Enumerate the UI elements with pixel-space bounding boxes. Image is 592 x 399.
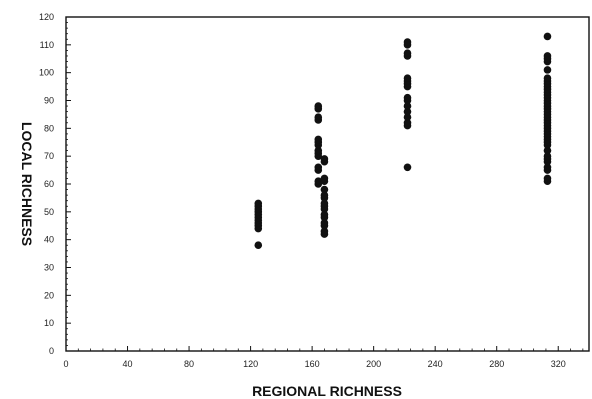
x-tick-label: 320 [551,359,566,369]
data-point [314,146,323,155]
data-point [543,74,552,83]
data-point [403,38,412,46]
data-point [320,191,329,199]
data-point [403,118,412,127]
y-tick-label: 50 [44,207,54,217]
data-point [403,93,412,102]
y-tick-label: 90 [44,96,54,106]
x-tick-label: 240 [428,359,443,369]
y-tick-label: 40 [44,235,54,245]
y-tick-label: 70 [44,151,54,161]
y-tick-label: 10 [44,318,54,328]
data-point [543,152,552,160]
y-tick-label: 20 [44,290,54,300]
y-tick-label: 120 [39,12,54,22]
data-point [320,227,329,236]
x-axis: 0 40 80 120 160 200 240 280 320 [63,346,584,369]
data-point [543,52,552,60]
x-tick-label: 160 [305,359,320,369]
data-point [543,174,552,183]
y-tick-label: 80 [44,123,54,133]
y-tick-label: 100 [39,68,54,78]
data-points [254,32,552,250]
x-tick-label: 40 [123,359,133,369]
y-axis-title: LOCAL RICHNESS [19,122,35,246]
data-point [543,163,552,172]
y-tick-label: 30 [44,263,54,273]
data-point [543,66,552,74]
data-point [314,113,323,121]
data-point [254,199,263,208]
x-axis-title: REGIONAL RICHNESS [252,383,402,399]
data-point [254,241,263,250]
data-point [320,174,329,183]
data-point [543,146,552,155]
y-tick-label: 60 [44,179,54,189]
data-point [543,32,552,41]
data-point [314,177,323,186]
data-point [314,163,323,172]
data-point [403,113,412,121]
data-point [403,102,412,110]
data-point [403,163,412,172]
data-point [314,135,323,144]
y-axis: 0 10 20 30 40 50 60 70 80 90 100 110 120 [39,12,71,356]
data-point [403,74,412,83]
plot-frame [65,16,590,352]
x-tick-label: 120 [243,359,258,369]
x-tick-label: 0 [63,359,68,369]
data-point [320,199,329,208]
data-point [403,49,412,57]
x-tick-label: 200 [366,359,381,369]
data-point [403,107,412,116]
data-point [320,185,329,194]
data-point [320,210,329,219]
data-point [320,155,329,163]
data-point [314,102,323,110]
data-point [320,219,329,227]
x-tick-label: 80 [184,359,194,369]
y-tick-label: 110 [40,40,54,50]
x-tick-label: 280 [489,359,504,369]
y-tick-label: 0 [49,346,54,356]
